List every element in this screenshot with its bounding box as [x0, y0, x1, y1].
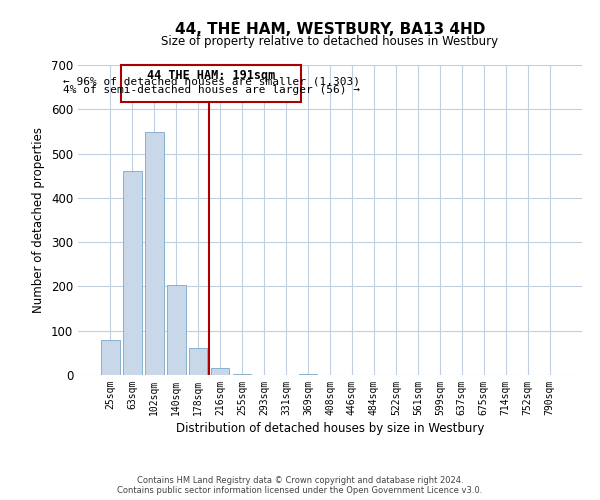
- Bar: [233, 374, 251, 375]
- Text: Contains public sector information licensed under the Open Government Licence v3: Contains public sector information licen…: [118, 486, 482, 495]
- X-axis label: Distribution of detached houses by size in Westbury: Distribution of detached houses by size …: [176, 422, 484, 435]
- FancyBboxPatch shape: [121, 65, 301, 102]
- Text: Size of property relative to detached houses in Westbury: Size of property relative to detached ho…: [161, 35, 499, 48]
- Text: 4% of semi-detached houses are larger (56) →: 4% of semi-detached houses are larger (5…: [63, 85, 360, 95]
- Bar: [101, 340, 119, 375]
- Bar: [167, 285, 185, 375]
- Bar: [123, 172, 142, 375]
- Bar: [211, 368, 229, 375]
- Y-axis label: Number of detached properties: Number of detached properties: [32, 127, 46, 313]
- Bar: [299, 374, 317, 375]
- Bar: [145, 132, 164, 375]
- Text: 44 THE HAM: 191sqm: 44 THE HAM: 191sqm: [147, 68, 275, 82]
- Text: 44, THE HAM, WESTBURY, BA13 4HD: 44, THE HAM, WESTBURY, BA13 4HD: [175, 22, 485, 38]
- Text: ← 96% of detached houses are smaller (1,303): ← 96% of detached houses are smaller (1,…: [63, 77, 360, 87]
- Text: Contains HM Land Registry data © Crown copyright and database right 2024.: Contains HM Land Registry data © Crown c…: [137, 476, 463, 485]
- Bar: [189, 348, 208, 375]
